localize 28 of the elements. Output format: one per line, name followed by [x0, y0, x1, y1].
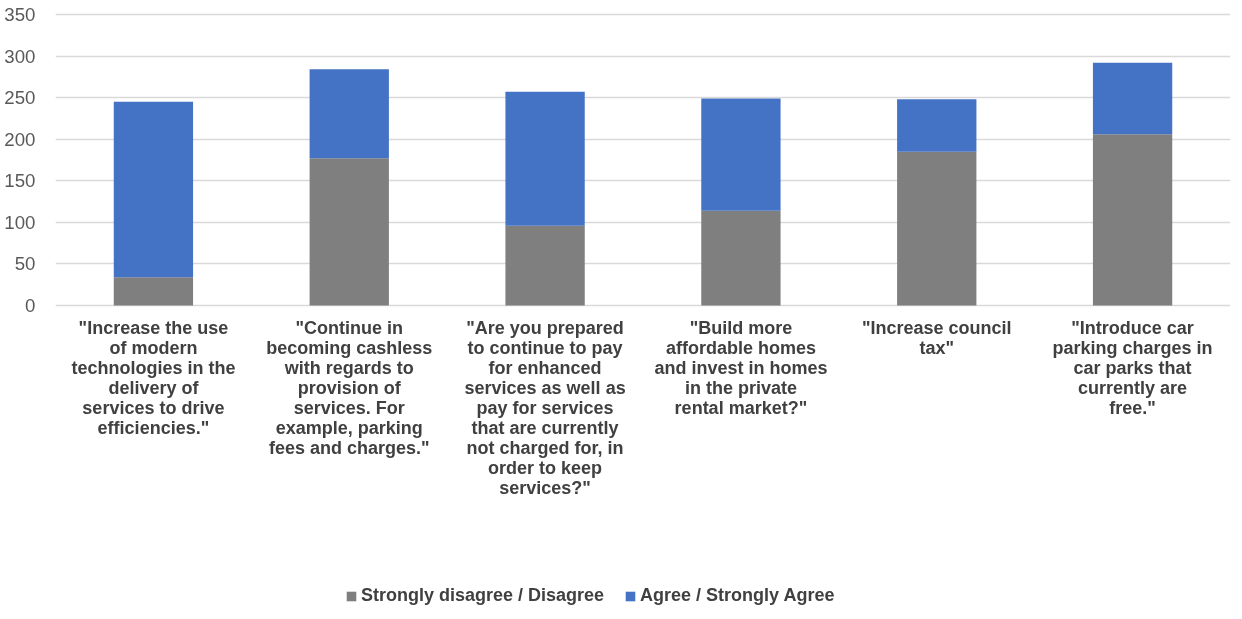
category-label: "Are you prepared to continue to pay for enhanced services as well as pay for services that are currently not charged for, in order to keep services?": [464, 317, 626, 498]
bar: [505, 91, 585, 226]
x-tick-label: "Build more affordable homes and invest in homes in the private rental market?": [654, 317, 828, 418]
y-tick-label: 300: [4, 45, 36, 67]
bar: [505, 225, 585, 306]
bar: [309, 69, 389, 159]
legend-label: Strongly disagree / Disagree: [361, 585, 605, 606]
bar: [113, 277, 194, 306]
bar: [1092, 134, 1173, 306]
y-tick-label: 0: [25, 295, 36, 316]
y-tick-label: 200: [4, 128, 36, 150]
bar: [897, 151, 977, 306]
bar: [897, 99, 977, 152]
x-tick-label: "Introduce car parking charges in car parks that currently are free.": [1052, 317, 1213, 418]
y-tick-label: 350: [4, 4, 36, 25]
legend-label: Agree / Strongly Agree: [640, 585, 835, 606]
bar: [1092, 62, 1173, 135]
x-tick-label: "Continue in becoming cashless with regards to provision of services. For example, parking fees and charges.": [266, 317, 433, 458]
bar: [309, 158, 389, 306]
x-tick-label: "Increase the use of modern technologies in the delivery of services to drive efficiencies.": [71, 317, 236, 438]
y-tick-label: 50: [14, 253, 36, 275]
bar: [701, 210, 781, 306]
bar: [701, 98, 781, 211]
x-tick-label: "Increase council tax": [861, 317, 1012, 358]
y-tick-label: 250: [4, 87, 36, 109]
bar: [113, 101, 194, 278]
y-tick-label: 150: [4, 170, 36, 192]
y-tick-label: 100: [4, 211, 36, 233]
